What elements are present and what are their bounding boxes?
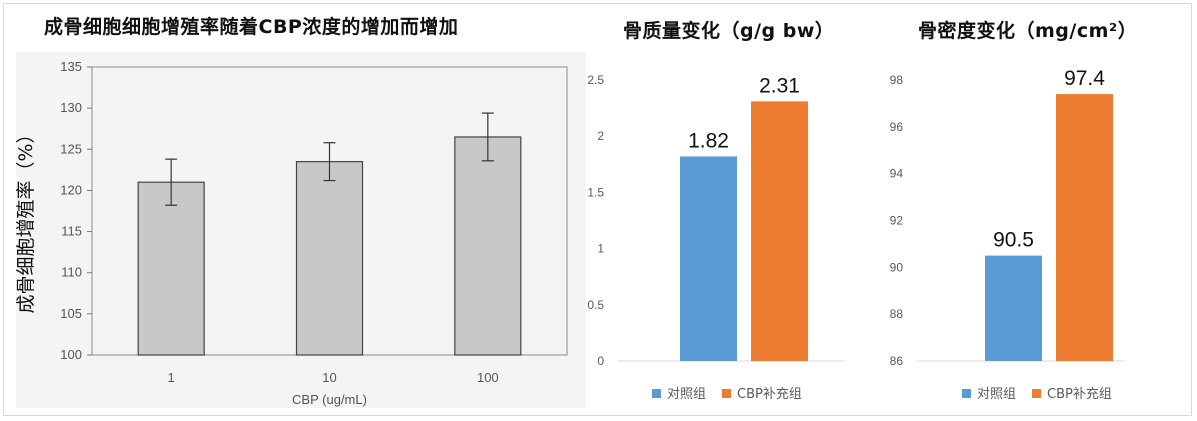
chart1-xtick-label-2: 100 — [477, 370, 499, 385]
chart1-xtick-label-0: 1 — [168, 370, 175, 385]
chart3-title: 骨密度变化（mg/cm²） — [918, 20, 1138, 42]
chart3-ytick-label-4: 94 — [890, 167, 904, 181]
chart2-ytick-label-2: 1 — [597, 242, 604, 256]
chart3-legend-swatch-0 — [962, 389, 971, 398]
chart1-xtick-label-1: 10 — [322, 370, 336, 385]
chart3-legend-label-0: 对照组 — [977, 387, 1016, 402]
chart1-bar-1 — [295, 161, 364, 356]
chart3-ytick-label-1: 88 — [890, 307, 904, 321]
chart3-bar-0 — [985, 255, 1042, 361]
chart2-ytick-label-5: 2.5 — [587, 73, 604, 87]
chart2-ytick-label-4: 2 — [597, 129, 604, 143]
chart3-legend-swatch-1 — [1032, 389, 1041, 398]
chart2-legend-swatch-1 — [722, 389, 731, 398]
chart2-data-label-1: 2.31 — [759, 74, 800, 97]
chart2-bar-1 — [751, 101, 808, 361]
chart3-data-label-0: 90.5 — [993, 229, 1034, 252]
chart2-bar-0 — [680, 156, 737, 361]
chart1-ytick-label-3: 115 — [61, 224, 82, 239]
chart2-legend-swatch-0 — [652, 389, 661, 398]
chart1-ytick-label-5: 125 — [60, 141, 82, 156]
chart2-data-label-0: 1.82 — [688, 129, 729, 152]
chart3-ytick-label-3: 92 — [890, 214, 904, 228]
chart2-ytick-label-0: 0 — [597, 354, 604, 368]
figure-frame — [3, 3, 1192, 416]
chart1-bar-2 — [454, 136, 522, 356]
chart1-title: 成骨细胞细胞增殖率随着CBP浓度的增加而增加 — [44, 16, 459, 38]
chart3-ytick-label-0: 86 — [890, 354, 904, 368]
chart1-bar-0 — [137, 181, 205, 356]
chart2-legend-label-0: 对照组 — [667, 387, 706, 402]
chart1-xlabel: CBP (ug/mL) — [292, 392, 367, 407]
chart3-ytick-label-5: 96 — [890, 120, 904, 134]
chart3-legend-label-1: CBP补充组 — [1047, 386, 1112, 402]
chart1-ytick-label-4: 120 — [60, 182, 82, 197]
chart3-ytick-label-2: 90 — [890, 260, 904, 274]
chart1-ytick-label-0: 100 — [60, 347, 82, 362]
chart1-ytick-label-1: 105 — [60, 306, 82, 321]
chart1-ytick-label-7: 135 — [60, 59, 82, 74]
chart3-ytick-label-6: 98 — [890, 73, 904, 87]
chart2-title: 骨质量变化（g/g bw） — [623, 20, 835, 42]
chart3-bar-1 — [1056, 94, 1113, 362]
chart2-ytick-label-3: 1.5 — [587, 185, 604, 199]
chart2-legend-label-1: CBP补充组 — [737, 386, 802, 402]
chart1-ytick-label-6: 130 — [60, 100, 82, 115]
chart2-ytick-label-1: 0.5 — [587, 298, 604, 312]
chart1-ylabel: 成骨细胞增殖率（%） — [15, 124, 37, 313]
chart3-data-label-1: 97.4 — [1064, 67, 1105, 90]
chart1-ytick-label-2: 110 — [61, 265, 82, 280]
